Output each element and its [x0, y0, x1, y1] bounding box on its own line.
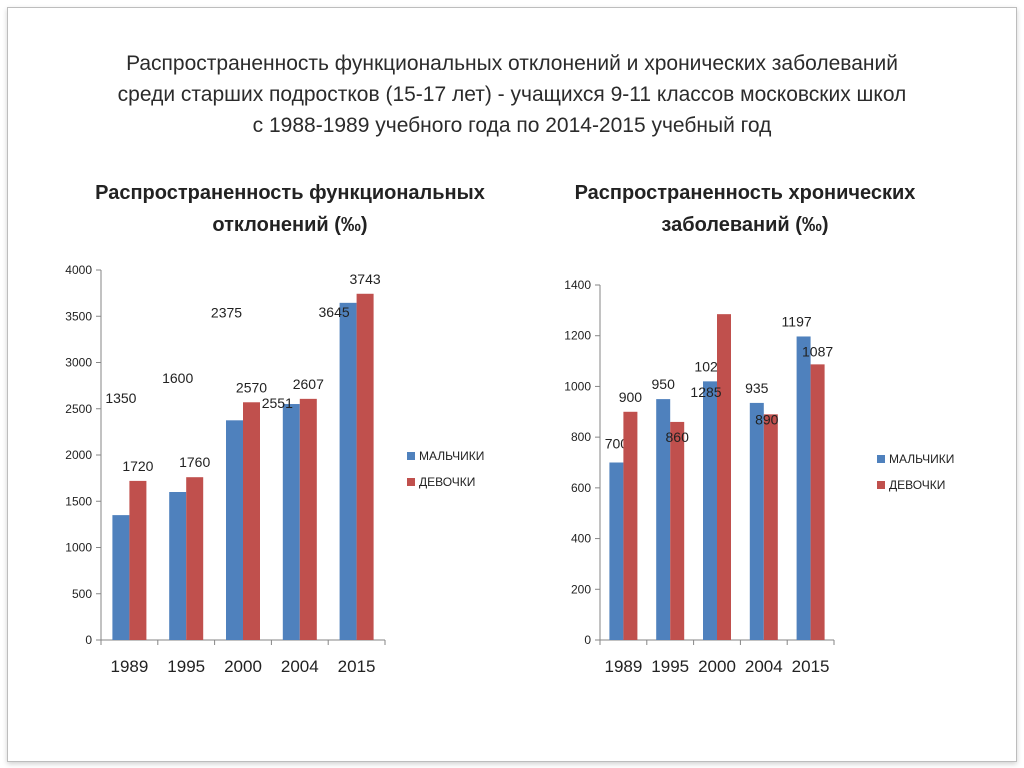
- chronic-bar-girls: [763, 414, 778, 640]
- chronic-bar-girls: [810, 364, 825, 640]
- chronic-y-tick-label: 1400: [564, 278, 591, 292]
- chronic-bar-girls: [623, 411, 638, 640]
- functional-y-tick-label: 2000: [65, 448, 92, 462]
- functional-chart-title-line-1: Распространенность функциональных: [95, 182, 485, 204]
- functional-x-tick-label: 1989: [110, 657, 148, 676]
- functional-data-label-girls: 3743: [350, 271, 381, 287]
- functional-data-label-girls: 2570: [236, 379, 267, 395]
- slide-title-line-3: с 1988-1989 учебного года по 2014-2015 у…: [252, 114, 772, 137]
- chronic-bar-boys: [609, 462, 624, 640]
- functional-bar-boys: [112, 515, 130, 640]
- chronic-data-label-girls: 890: [755, 411, 779, 427]
- functional-data-label-girls: 1720: [122, 458, 153, 474]
- chronic-legend-swatch: [877, 481, 885, 489]
- chronic-x-tick-label: 2000: [698, 657, 736, 676]
- chronic-bar-boys: [796, 336, 811, 640]
- chronic-x-tick-label: 1995: [651, 657, 689, 676]
- functional-data-label-girls: 2607: [293, 376, 324, 392]
- functional-bar-girls: [186, 477, 204, 640]
- chronic-y-tick-label: 1000: [564, 379, 591, 393]
- functional-y-tick-label: 3500: [65, 309, 92, 323]
- functional-y-tick-label: 1000: [65, 541, 92, 555]
- chronic-bar-girls: [670, 421, 685, 640]
- functional-data-label-boys: 3645: [319, 304, 350, 320]
- chronic-data-label-girls: 900: [619, 389, 643, 405]
- functional-y-tick-label: 1500: [65, 494, 92, 508]
- functional-bar-boys: [339, 302, 357, 640]
- chronic-chart-title-line-2: заболеваний (‰): [661, 214, 829, 236]
- functional-bar-girls: [243, 402, 260, 640]
- functional-chart-title-line-2: отклонений (‰): [212, 214, 368, 236]
- chronic-data-label-girls: 1087: [802, 343, 833, 359]
- chronic-x-tick-label: 1989: [604, 657, 642, 676]
- functional-data-label-girls: 1760: [179, 454, 210, 470]
- functional-x-tick-label: 2015: [338, 657, 376, 676]
- functional-legend-label: МАЛЬЧИКИ: [419, 449, 484, 463]
- slide-title-line-2: среди старших подростков (15-17 лет) - у…: [117, 83, 907, 106]
- functional-data-label-boys: 1600: [162, 370, 193, 386]
- chronic-y-tick-label: 600: [571, 481, 591, 495]
- functional-legend-swatch: [407, 478, 415, 486]
- chronic-chart-title: Распространенность хронических заболеван…: [510, 177, 980, 241]
- functional-y-tick-label: 4000: [65, 263, 92, 277]
- functional-y-tick-label: 0: [85, 633, 92, 647]
- functional-bar-girls: [299, 398, 317, 640]
- chronic-x-tick-label: 2015: [792, 657, 830, 676]
- functional-bar-boys: [226, 420, 243, 640]
- slide-title-line-1: Распространенность функциональных отклон…: [126, 52, 898, 75]
- chronic-legend-label: МАЛЬЧИКИ: [889, 452, 954, 466]
- functional-x-tick-label: 2000: [224, 657, 262, 676]
- functional-chart-title: Распространенность функциональных отклон…: [40, 177, 540, 241]
- functional-y-tick-label: 500: [72, 587, 92, 601]
- chronic-bar-girls: [717, 314, 731, 640]
- slide-title: Распространенность функциональных отклон…: [0, 48, 1024, 141]
- chronic-y-tick-label: 0: [584, 633, 591, 647]
- chronic-y-tick-label: 1200: [564, 329, 591, 343]
- functional-bar-boys: [169, 492, 187, 640]
- functional-x-tick-label: 1995: [167, 657, 205, 676]
- chronic-bar-boys: [703, 381, 717, 640]
- chronic-data-label-boys: 1197: [782, 313, 812, 329]
- chronic-y-tick-label: 800: [571, 430, 591, 444]
- functional-data-label-boys: 2375: [211, 304, 242, 320]
- functional-bar-boys: [282, 404, 300, 640]
- functional-bar-girls: [356, 293, 374, 640]
- chronic-data-label-girls: 860: [666, 429, 690, 445]
- chronic-data-label-girls: 1285: [690, 384, 721, 400]
- chronic-y-tick-label: 400: [571, 532, 591, 546]
- chronic-data-label-boys: 935: [745, 380, 769, 396]
- chronic-legend-label: ДЕВОЧКИ: [889, 478, 945, 492]
- functional-legend-swatch: [407, 452, 415, 460]
- functional-y-tick-label: 3000: [65, 356, 92, 370]
- chronic-legend-swatch: [877, 455, 885, 463]
- chronic-data-label-boys: 950: [652, 376, 676, 392]
- chronic-bar-boys: [656, 399, 671, 640]
- functional-y-tick-label: 2500: [65, 402, 92, 416]
- functional-x-tick-label: 2004: [281, 657, 319, 676]
- functional-data-label-boys: 1350: [105, 390, 136, 406]
- chronic-data-label-boys: 700: [605, 436, 629, 452]
- functional-legend-label: ДЕВОЧКИ: [419, 475, 475, 489]
- chronic-x-tick-label: 2004: [745, 657, 783, 676]
- chronic-y-tick-label: 200: [571, 582, 591, 596]
- chronic-bar-boys: [749, 402, 764, 640]
- functional-data-label-boys: 2551: [262, 395, 293, 411]
- functional-bar-girls: [129, 480, 147, 640]
- chronic-chart-title-line-1: Распространенность хронических: [574, 182, 916, 204]
